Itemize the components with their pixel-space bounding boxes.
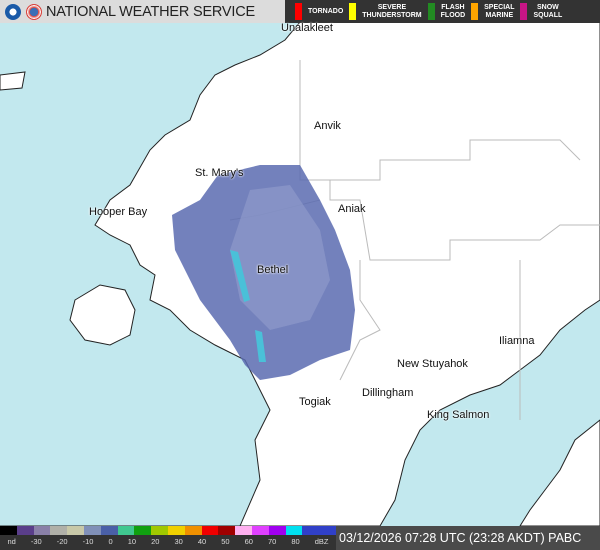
city-label: Iliamna — [499, 335, 535, 347]
legend-flash-flood[interactable]: FLASH FLOOD — [427, 3, 466, 20]
radar-echoes-light — [230, 185, 330, 330]
scale-label: 10 — [127, 537, 137, 546]
city-label: Anvik — [314, 120, 341, 132]
city-label: Dillingham — [362, 387, 414, 399]
legend-label: FLASH — [441, 3, 465, 11]
header-bar: NATIONAL WEATHER SERVICE — [0, 0, 285, 23]
legend-label: SQUALL — [533, 11, 563, 19]
legend-label: SNOW — [536, 3, 559, 11]
city-label: Togiak — [299, 396, 331, 408]
nunivak-island — [69, 284, 136, 346]
scale-label: 50 — [221, 537, 230, 546]
city-label: Hooper Bay — [89, 206, 148, 218]
scale-label: 80 — [291, 537, 300, 546]
scale-label: 0 — [108, 537, 113, 546]
timestamp: 03/12/2026 07:28 UTC (23:28 AKDT) — [339, 531, 545, 545]
header-title: NATIONAL WEATHER SERVICE — [46, 3, 255, 20]
scale-label: -10 — [82, 537, 94, 546]
scale-label: -20 — [56, 537, 68, 546]
legend-label: THUNDERSTORM — [362, 11, 422, 19]
scale-label: 20 — [151, 537, 160, 546]
legend-label: SEVERE — [377, 3, 407, 11]
scale-label: 70 — [267, 537, 277, 546]
northwest-land — [0, 71, 26, 91]
radar-station: PABC — [548, 531, 582, 545]
scale-label: dBZ — [314, 537, 329, 546]
legend-special-marine[interactable]: SPECIAL MARINE — [471, 3, 514, 20]
legend-snow-squall[interactable]: SNOW SQUALL — [520, 3, 562, 20]
legend-tornado[interactable]: TORNADO — [295, 3, 343, 20]
city-label: New Stuyahok — [397, 358, 468, 370]
dbz-color-scale: nd -30 -20 -10 0 10 20 30 40 50 60 70 80… — [0, 526, 336, 550]
timestamp-bar: 03/12/2026 07:28 UTC (23:28 AKDT) PABC — [336, 526, 600, 550]
radar-echoes-cyan — [230, 250, 266, 362]
city-label: Aniak — [338, 203, 366, 215]
scale-label: 30 — [174, 537, 183, 546]
legend-label: SPECIAL — [484, 3, 515, 11]
scale-label: nd — [7, 537, 16, 546]
legend-label: TORNADO — [308, 7, 344, 15]
scale-label: 40 — [197, 537, 207, 546]
scale-label: 60 — [244, 537, 253, 546]
scale-label: -30 — [30, 537, 42, 546]
dbz-color-bar — [0, 526, 336, 535]
city-label: St. Mary's — [195, 167, 244, 179]
warnings-legend: TORNADO SEVERE THUNDERSTORM FLASH FLOOD SP… — [285, 0, 600, 23]
nws-logo — [26, 3, 42, 20]
legend-severe-thunderstorm[interactable]: SEVERE THUNDERSTORM — [349, 3, 422, 20]
city-label: Unalakleet — [281, 22, 333, 34]
legend-label: MARINE — [485, 11, 514, 19]
southeast-land — [519, 419, 600, 527]
noaa-logo — [5, 3, 21, 20]
city-label: King Salmon — [427, 409, 490, 421]
legend-label: FLOOD — [440, 11, 466, 19]
city-label: Bethel — [257, 264, 289, 276]
